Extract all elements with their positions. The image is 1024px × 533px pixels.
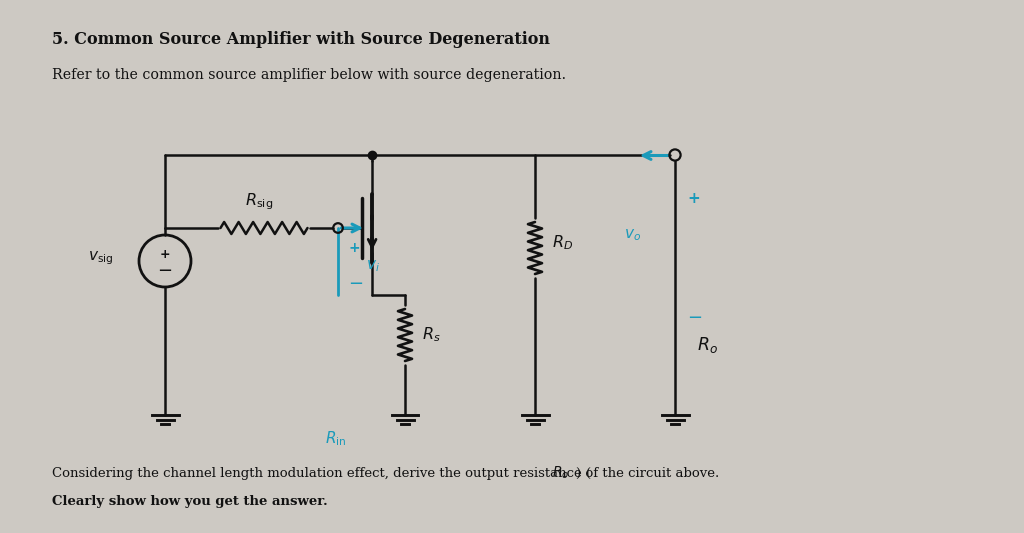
Text: Refer to the common source amplifier below with source degeneration.: Refer to the common source amplifier bel… [52,68,566,82]
Text: $R_o$: $R_o$ [697,335,718,355]
Text: −: − [687,309,702,327]
Text: Considering the channel length modulation effect, derive the output resistance (: Considering the channel length modulatio… [52,467,591,480]
Text: ) of the circuit above.: ) of the circuit above. [575,467,719,480]
Text: $v_o$: $v_o$ [625,227,641,243]
Text: $v_\mathrm{sig}$: $v_\mathrm{sig}$ [88,249,113,267]
Text: $R_\mathrm{in}$: $R_\mathrm{in}$ [326,429,347,448]
Text: $R_o$: $R_o$ [552,465,569,481]
Text: +: + [348,241,359,255]
Text: $R_\mathrm{sig}$: $R_\mathrm{sig}$ [245,191,273,212]
Text: −: − [158,262,173,280]
Text: +: + [160,247,170,261]
Text: $R_s$: $R_s$ [422,326,440,344]
Text: Clearly show how you get the answer.: Clearly show how you get the answer. [52,495,328,508]
Text: $R_D$: $R_D$ [552,233,573,252]
Text: −: − [348,274,364,293]
Text: $v_i$: $v_i$ [366,259,380,274]
Text: +: + [687,190,699,206]
Text: 5. Common Source Amplifier with Source Degeneration: 5. Common Source Amplifier with Source D… [52,31,550,48]
